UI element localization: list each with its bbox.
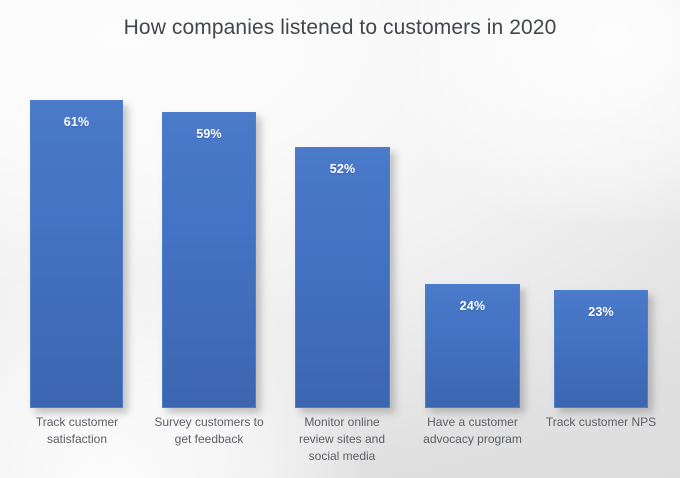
category-label-4: Have a customer advocacy program (409, 414, 536, 448)
bar-survey-customers-get-feedback[interactable]: 59% (162, 112, 256, 408)
bar-value-label: 24% (459, 299, 486, 313)
bar-track-customer-satisfaction[interactable]: 61% (30, 100, 123, 408)
bar-customer-advocacy-program[interactable]: 24% (425, 284, 520, 408)
category-label-line: Track customer NPS (545, 415, 657, 429)
bar-track-customer-nps[interactable]: 23% (554, 290, 648, 408)
chart-title: How companies listened to customers in 2… (123, 16, 557, 39)
bar-value-label: 52% (329, 162, 356, 176)
category-label-line: get feedback (174, 432, 244, 446)
category-label-line: Survey customers to (154, 415, 264, 429)
bar-group-3: 52% (295, 147, 390, 408)
bar-value-label: 59% (196, 127, 222, 141)
category-label-2: Survey customers to get feedback (145, 414, 273, 448)
bar-group-2: 59% (162, 112, 256, 408)
category-label-line: satisfaction (46, 432, 108, 446)
category-label-line: advocacy program (423, 432, 522, 446)
bar-value-label: 23% (588, 305, 614, 319)
category-label-line: Monitor online (304, 415, 380, 429)
bar-value-label: 61% (63, 115, 90, 129)
bar-group-5: 23% (554, 290, 648, 408)
category-label-line: Have a customer (427, 415, 518, 429)
bar-group-4: 24% (425, 284, 520, 408)
bar-monitor-online-review-sites[interactable]: 52% (295, 147, 390, 408)
bar-group-1: 61% (30, 100, 123, 408)
category-label-line: social media (308, 449, 376, 463)
category-label-1: Track customer satisfaction (16, 414, 138, 448)
category-label-5: Track customer NPS (537, 414, 665, 431)
category-label-3: Monitor online review sites and social m… (279, 414, 405, 465)
category-label-line: review sites and (298, 432, 386, 446)
category-label-line: Track customer (35, 415, 119, 429)
